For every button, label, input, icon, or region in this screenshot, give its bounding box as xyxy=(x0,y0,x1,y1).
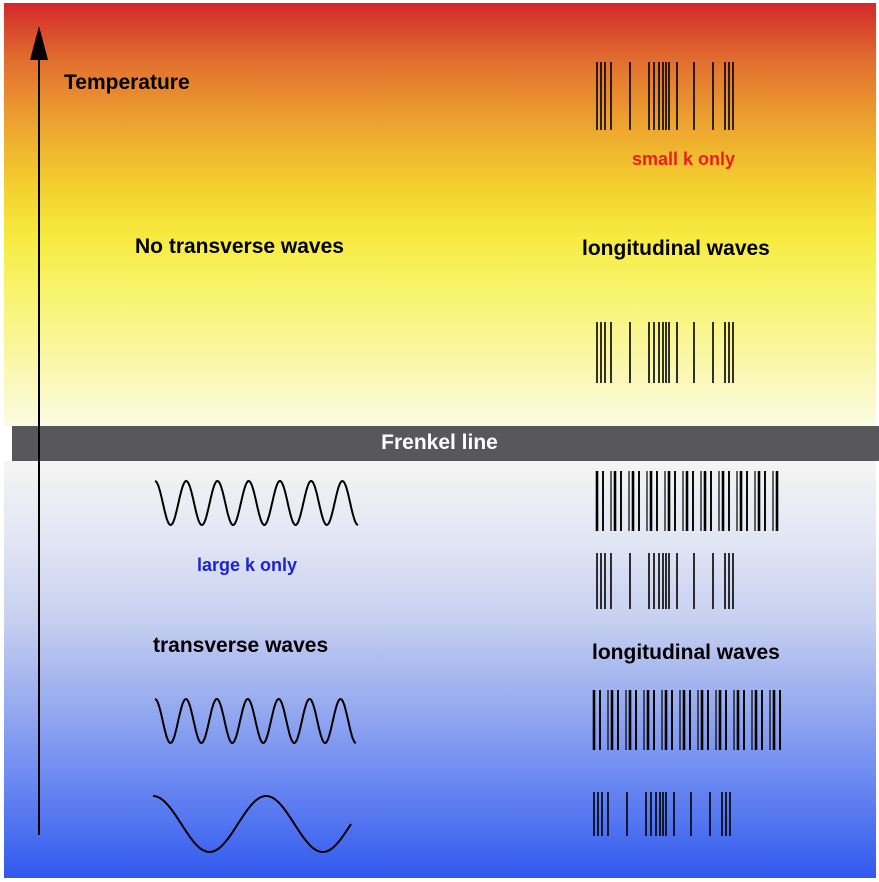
transverse-wave-fast-upper xyxy=(154,479,359,527)
small-k-label: small k only xyxy=(632,149,736,169)
longitudinal-upper-label: longitudinal waves xyxy=(582,237,770,260)
barcode-dense-1 xyxy=(595,471,779,531)
barcode-mid xyxy=(596,553,734,609)
temperature-axis-arrow xyxy=(30,26,48,835)
transverse-wave-slow xyxy=(153,795,352,853)
barcode-dense-2 xyxy=(592,690,781,750)
large-k-label: large k only xyxy=(197,555,298,575)
temperature-label: Temperature xyxy=(64,71,190,94)
transverse-label: transverse waves xyxy=(153,634,329,657)
longitudinal-barcodes xyxy=(592,62,781,836)
frenkel-line-label: Frenkel line xyxy=(381,431,498,454)
frenkel-line-bar xyxy=(12,426,879,461)
longitudinal-lower-label: longitudinal waves xyxy=(592,641,780,664)
transverse-waves xyxy=(153,479,359,853)
transverse-wave-fast-lower xyxy=(154,697,357,745)
barcode-top xyxy=(596,62,734,130)
barcode-bottom xyxy=(593,792,731,836)
barcode-upper xyxy=(596,322,734,383)
no-transverse-label: No transverse waves xyxy=(135,235,344,258)
above-frenkel-region xyxy=(4,3,876,426)
